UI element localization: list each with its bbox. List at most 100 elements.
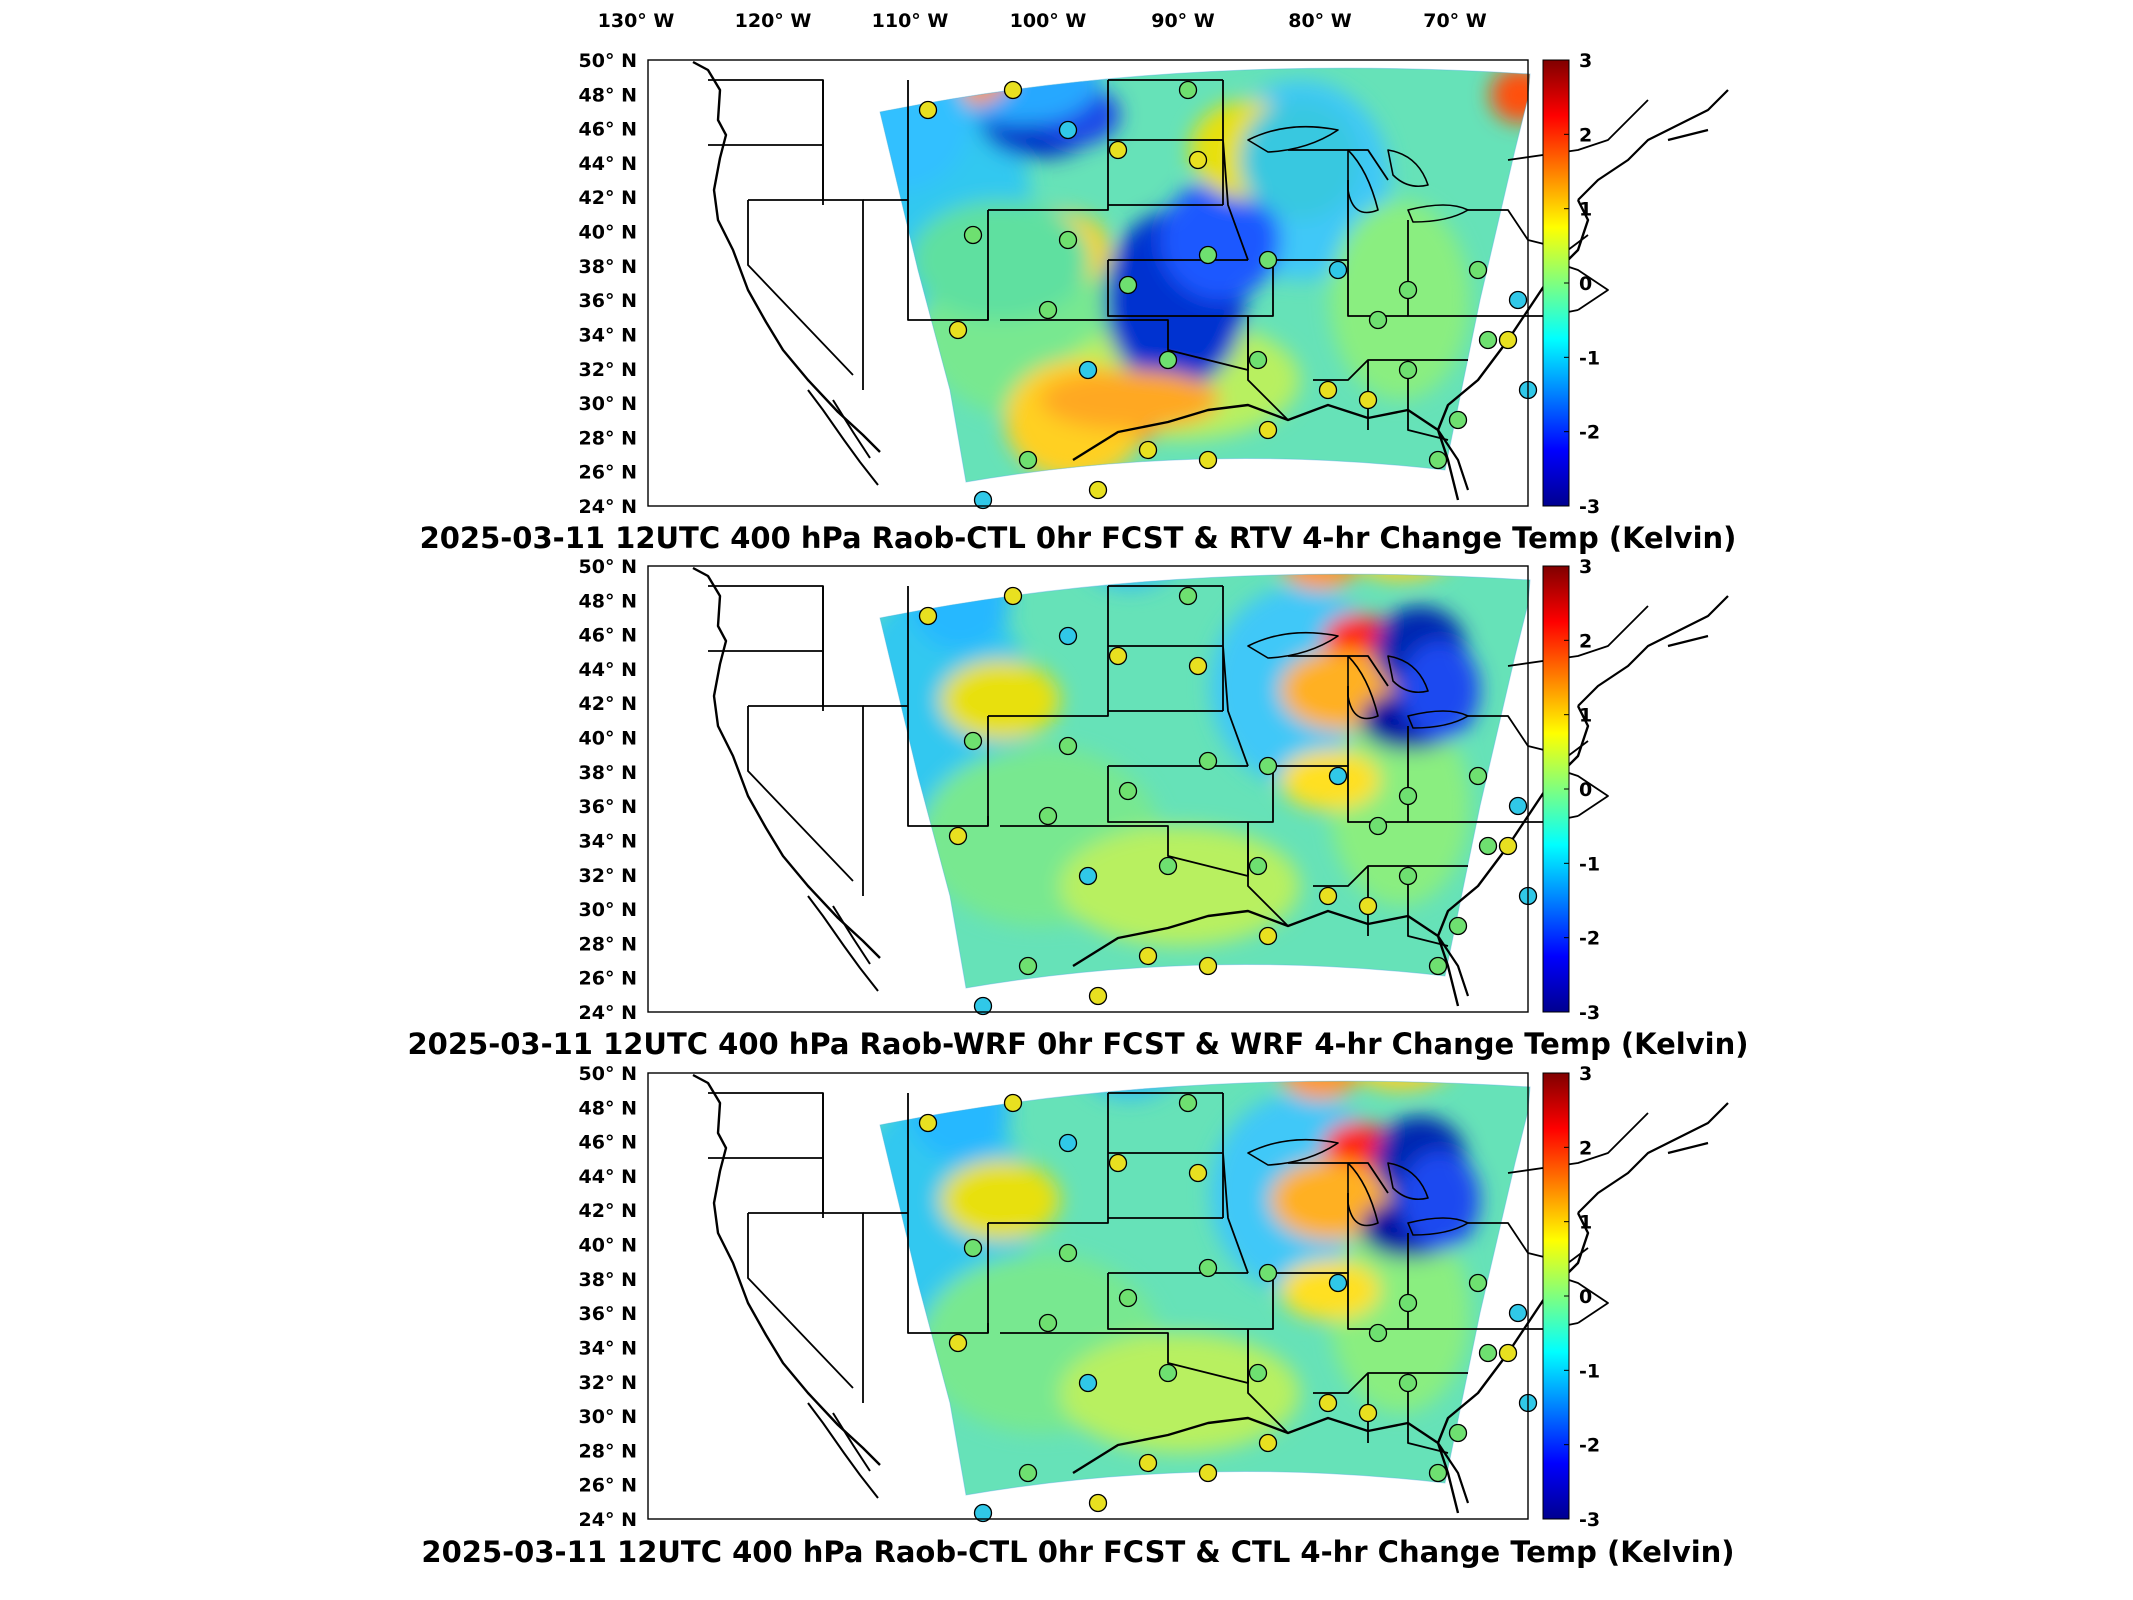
- latitude-label: 34° N: [579, 830, 637, 852]
- raob-site-marker: [973, 1503, 993, 1523]
- state-border: [1507, 99, 1649, 161]
- latitude-label: 46° N: [579, 625, 637, 647]
- colorbar-tick-label: 1: [1579, 1212, 1592, 1234]
- panel-title: 2025-03-11 12UTC 400 hPa Raob-WRF 0hr FC…: [407, 1027, 1748, 1061]
- raob-site-marker: [1138, 1453, 1158, 1473]
- raob-site-marker: [1018, 450, 1038, 470]
- raob-site-marker: [1448, 916, 1468, 936]
- latitude-label: 50° N: [579, 1063, 637, 1085]
- field-blob: [1400, 1150, 1480, 1250]
- latitude-label: 30° N: [579, 1406, 637, 1428]
- raob-sites: [918, 1093, 1538, 1523]
- colorbar-tick-label: -1: [1579, 853, 1600, 875]
- raob-site-marker: [1088, 480, 1108, 500]
- latitude-label: 38° N: [579, 256, 637, 278]
- latitude-label: 24° N: [579, 496, 637, 518]
- raob-site-marker: [1478, 836, 1498, 856]
- florida-coastline: [1437, 1442, 1470, 1504]
- colorbar-tick-label: 0: [1579, 273, 1592, 295]
- colorbar-tick-label: -3: [1579, 1002, 1600, 1024]
- raob-site-marker: [1188, 656, 1208, 676]
- colorbar-tick-label: 3: [1579, 556, 1592, 578]
- baja-coastline: [807, 389, 879, 486]
- raob-site-marker: [948, 320, 968, 340]
- latitude-label: 36° N: [579, 290, 637, 312]
- latitude-label: 32° N: [579, 1372, 637, 1394]
- raob-site-marker: [1398, 1293, 1418, 1313]
- raob-site-marker: [1198, 956, 1218, 976]
- raob-site-marker: [1248, 856, 1268, 876]
- raob-site-marker: [1018, 1463, 1038, 1483]
- colorbar-tick-label: -3: [1579, 496, 1600, 518]
- state-border: [1222, 1093, 1249, 1274]
- latitude-axis-labels: 50° N 48° N 46° N 44° N 42° N 40° N 38° N 36° N…: [579, 556, 637, 1024]
- raob-site-marker: [1258, 926, 1278, 946]
- raob-site-marker: [1258, 1433, 1278, 1453]
- raob-site-marker: [1038, 1313, 1058, 1333]
- raob-site-marker: [1328, 766, 1348, 786]
- raob-site-marker: [918, 100, 938, 120]
- field-blob: [1280, 1260, 1380, 1320]
- raob-site-marker: [1358, 390, 1378, 410]
- longitude-label: 120° W: [735, 10, 812, 32]
- raob-site-marker: [1078, 866, 1098, 886]
- great-lakes: [1247, 1138, 1469, 1236]
- latitude-label: 28° N: [579, 933, 637, 955]
- northeast-coastline: [1577, 595, 1729, 707]
- colorbar-tick-label: 0: [1579, 1286, 1592, 1308]
- raob-site-marker: [1088, 1493, 1108, 1513]
- raob-site-marker: [1318, 380, 1338, 400]
- colorbar-tick-label: 3: [1579, 50, 1592, 72]
- latitude-label: 40° N: [579, 728, 637, 750]
- longitude-label: 90° W: [1151, 10, 1215, 32]
- colorbar: 3 2 1 0 -1 -2 -3: [1542, 50, 1600, 518]
- raob-site-marker: [1058, 626, 1078, 646]
- panels: 50° N 48° N 46° N 44° N 42° N 40° N 38° N 36° N…: [407, 50, 1748, 1569]
- raob-site-marker: [1138, 946, 1158, 966]
- raob-site-marker: [1468, 1273, 1488, 1293]
- colorbar: 3 2 1 0 -1 -2 -3: [1542, 1063, 1600, 1531]
- map-panel: 50° N 48° N 46° N 44° N 42° N 40° N 38° N 36° N…: [421, 1063, 1734, 1569]
- latitude-label: 30° N: [579, 899, 637, 921]
- raob-site-marker: [1118, 781, 1138, 801]
- baja-coastline: [807, 1402, 879, 1499]
- raob-site-marker: [1468, 766, 1488, 786]
- field-blob: [1060, 826, 1300, 946]
- field-blob: [910, 200, 1090, 320]
- panel-title: 2025-03-11 12UTC 400 hPa Raob-CTL 0hr FC…: [420, 521, 1737, 555]
- raob-site-marker: [1428, 956, 1448, 976]
- raob-site-marker: [1198, 1258, 1218, 1278]
- colorbar-tick-label: 0: [1579, 779, 1592, 801]
- state-border: [1247, 822, 1289, 927]
- longitude-label: 70° W: [1423, 10, 1487, 32]
- raob-site-marker: [1398, 866, 1418, 886]
- latitude-label: 36° N: [579, 796, 637, 818]
- raob-site-marker: [1468, 260, 1488, 280]
- raob-site-marker: [1358, 896, 1378, 916]
- raob-site-marker: [1078, 360, 1098, 380]
- coastline: [692, 1073, 881, 1466]
- raob-site-marker: [1328, 1273, 1348, 1293]
- state-border: [1107, 260, 1274, 317]
- raob-site-marker: [1398, 280, 1418, 300]
- raob-site-marker: [1178, 586, 1198, 606]
- field-blob: [1240, 100, 1360, 220]
- raob-site-marker: [1498, 330, 1518, 350]
- raob-site-marker: [1198, 450, 1218, 470]
- panel-title: 2025-03-11 12UTC 400 hPa Raob-CTL 0hr FC…: [421, 1535, 1734, 1569]
- raob-site-marker: [918, 606, 938, 626]
- raob-sites: [918, 586, 1538, 1016]
- longitude-axis-labels: 130° W 120° W 110° W 100° W 90° W 80° W 70° W: [598, 10, 1487, 32]
- raob-site-marker: [1138, 440, 1158, 460]
- field-blob: [1280, 574, 1360, 590]
- plot-frame: [647, 1072, 1529, 1520]
- latitude-label: 28° N: [579, 1440, 637, 1462]
- state-border: [822, 1093, 908, 1214]
- colorbar-tick-label: -2: [1579, 1435, 1600, 1457]
- great-lakes: [1247, 631, 1469, 729]
- raob-site-marker: [1368, 1323, 1388, 1343]
- raob-site-marker: [1038, 300, 1058, 320]
- field-blob: [940, 660, 1060, 740]
- latitude-label: 44° N: [579, 153, 637, 175]
